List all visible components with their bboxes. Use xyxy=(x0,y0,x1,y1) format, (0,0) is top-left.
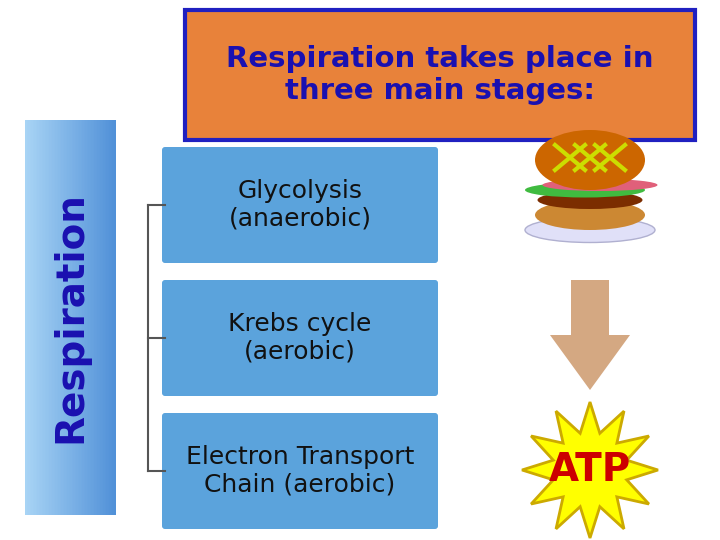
Bar xyxy=(74,120,76,515)
Bar xyxy=(70,120,72,515)
Bar xyxy=(67,120,69,515)
Ellipse shape xyxy=(538,191,642,209)
Bar xyxy=(88,120,90,515)
Bar xyxy=(86,120,89,515)
FancyBboxPatch shape xyxy=(162,280,438,396)
Bar xyxy=(79,120,81,515)
Bar xyxy=(185,10,695,140)
Bar xyxy=(103,120,105,515)
Bar xyxy=(53,120,55,515)
Bar xyxy=(58,120,60,515)
Bar xyxy=(94,120,96,515)
Bar xyxy=(89,120,91,515)
Bar xyxy=(35,120,37,515)
Bar xyxy=(27,120,29,515)
Bar xyxy=(60,120,61,515)
Bar xyxy=(64,120,66,515)
Bar xyxy=(40,120,42,515)
Bar xyxy=(32,120,35,515)
Bar xyxy=(56,120,58,515)
Bar xyxy=(106,120,108,515)
Bar xyxy=(68,120,71,515)
Bar xyxy=(49,120,51,515)
Bar xyxy=(45,120,47,515)
Bar xyxy=(91,120,93,515)
Text: Electron Transport
Chain (aerobic): Electron Transport Chain (aerobic) xyxy=(186,445,414,497)
Bar xyxy=(78,120,79,515)
Text: Glycolysis
(anaerobic): Glycolysis (anaerobic) xyxy=(228,179,372,231)
Bar xyxy=(46,120,48,515)
Text: Respiration: Respiration xyxy=(51,192,89,443)
Bar xyxy=(96,120,97,515)
Bar xyxy=(37,120,39,515)
Ellipse shape xyxy=(535,130,645,190)
Bar xyxy=(25,120,27,515)
Bar xyxy=(63,120,65,515)
Text: Respiration takes place in
three main stages:: Respiration takes place in three main st… xyxy=(226,45,654,105)
Bar xyxy=(81,120,83,515)
Bar xyxy=(43,120,45,515)
Ellipse shape xyxy=(525,218,655,242)
FancyBboxPatch shape xyxy=(162,147,438,263)
Ellipse shape xyxy=(535,200,645,230)
Bar xyxy=(55,120,57,515)
Ellipse shape xyxy=(542,179,657,191)
Bar xyxy=(71,120,73,515)
Bar xyxy=(102,120,104,515)
Bar xyxy=(73,120,75,515)
Bar xyxy=(50,120,53,515)
Bar xyxy=(84,120,86,515)
Bar xyxy=(34,120,36,515)
Bar xyxy=(66,120,68,515)
Ellipse shape xyxy=(525,183,645,198)
Bar xyxy=(52,120,54,515)
Bar xyxy=(42,120,43,515)
Bar xyxy=(99,120,101,515)
Bar xyxy=(48,120,50,515)
Bar xyxy=(82,120,84,515)
Bar xyxy=(31,120,33,515)
Text: ATP: ATP xyxy=(549,451,631,489)
Bar xyxy=(114,120,115,515)
Bar xyxy=(107,120,109,515)
Bar xyxy=(104,120,107,515)
Bar xyxy=(92,120,94,515)
Bar xyxy=(28,120,30,515)
Bar xyxy=(97,120,99,515)
Polygon shape xyxy=(550,280,630,390)
Polygon shape xyxy=(522,402,658,538)
Bar xyxy=(100,120,102,515)
Bar xyxy=(61,120,63,515)
Bar xyxy=(76,120,78,515)
Bar xyxy=(85,120,87,515)
Text: Krebs cycle
(aerobic): Krebs cycle (aerobic) xyxy=(228,312,372,364)
FancyBboxPatch shape xyxy=(162,413,438,529)
Bar xyxy=(38,120,40,515)
Bar xyxy=(109,120,111,515)
Bar xyxy=(110,120,112,515)
Bar xyxy=(112,120,114,515)
Bar xyxy=(30,120,32,515)
